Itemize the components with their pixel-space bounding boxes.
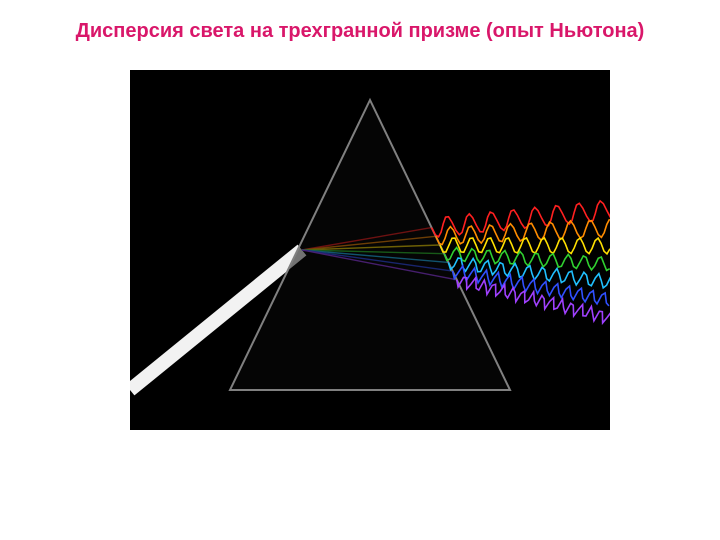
- prism: [230, 100, 510, 390]
- wave-yellow: [440, 238, 610, 254]
- dispersion-figure: [130, 70, 610, 430]
- wave-violet: [457, 277, 610, 323]
- page-title: Дисперсия света на трехгранной призме (о…: [0, 20, 720, 43]
- wave-cyan: [448, 258, 610, 288]
- dispersion-svg: [130, 70, 610, 430]
- wave-red: [432, 201, 610, 237]
